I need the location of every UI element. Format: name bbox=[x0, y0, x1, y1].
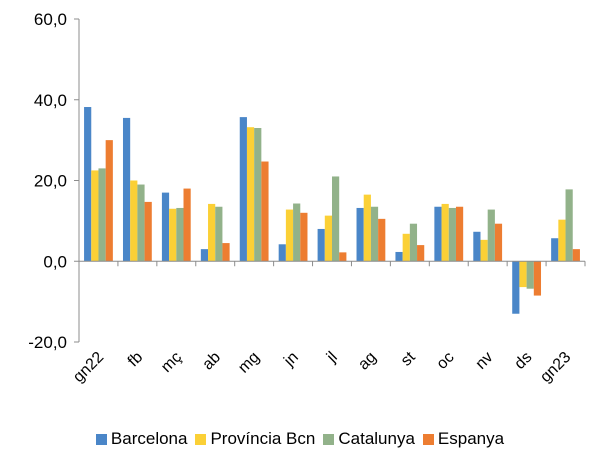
bar bbox=[84, 107, 92, 262]
bar bbox=[317, 228, 325, 262]
legend: Barcelona Província Bcn Catalunya Espanya bbox=[0, 426, 600, 452]
x-tick-label: nv bbox=[473, 349, 497, 373]
x-tick-label: st bbox=[398, 348, 419, 369]
legend-swatch bbox=[195, 433, 207, 445]
legend-label: Barcelona bbox=[110, 429, 188, 448]
y-tick-label: 60,0 bbox=[34, 10, 67, 29]
bar bbox=[370, 206, 379, 262]
bar bbox=[512, 261, 520, 314]
y-tick-label: 0,0 bbox=[43, 252, 67, 271]
legend-item: Catalunya bbox=[323, 429, 415, 449]
legend-swatch bbox=[323, 433, 335, 445]
legend-label: Província Bcn bbox=[210, 429, 316, 448]
legend-label: Catalunya bbox=[338, 429, 415, 448]
bar bbox=[356, 207, 364, 262]
bar bbox=[254, 128, 262, 262]
bar bbox=[222, 243, 230, 262]
bar bbox=[169, 208, 177, 262]
bar bbox=[300, 212, 308, 262]
bar bbox=[278, 244, 286, 262]
bar bbox=[324, 215, 332, 262]
bar bbox=[339, 252, 347, 262]
x-tick-label: jl bbox=[323, 349, 341, 367]
y-axis: 60,0 40,0 20,0 0,0 -20,0 bbox=[28, 10, 80, 352]
x-tick-label: fb bbox=[125, 349, 147, 371]
x-tick-label: ds bbox=[511, 349, 535, 373]
bar bbox=[91, 170, 99, 262]
bar bbox=[98, 168, 106, 262]
bar bbox=[363, 194, 371, 262]
x-tick-label: jn bbox=[280, 349, 302, 371]
bar bbox=[434, 206, 442, 262]
bar bbox=[473, 231, 481, 262]
x-tick-label: gn23 bbox=[537, 349, 574, 386]
legend-item: Espanya bbox=[422, 429, 505, 449]
bar bbox=[533, 261, 542, 296]
bar bbox=[519, 261, 527, 288]
bar bbox=[183, 188, 191, 262]
bar bbox=[402, 233, 410, 262]
bar bbox=[293, 203, 301, 262]
bar bbox=[261, 161, 269, 262]
bar bbox=[122, 117, 131, 262]
bar bbox=[200, 249, 209, 262]
bar-chart: 60,0 40,0 20,0 0,0 -20,0 gn22 fb mç ab mg jn jl ag s… bbox=[28, 10, 586, 386]
bar bbox=[551, 238, 559, 262]
bar bbox=[395, 251, 403, 262]
bar bbox=[487, 209, 495, 262]
bar bbox=[565, 189, 573, 262]
bar bbox=[558, 219, 566, 262]
legend-item: Província Bcn bbox=[195, 429, 315, 449]
y-tick-label: 40,0 bbox=[34, 91, 67, 110]
legend-swatch bbox=[422, 433, 434, 445]
bar bbox=[161, 192, 170, 262]
x-tick-label: ab bbox=[199, 349, 224, 374]
x-tick-label: gn22 bbox=[70, 349, 107, 386]
bar bbox=[572, 249, 580, 262]
bar bbox=[215, 206, 223, 262]
legend-swatch bbox=[95, 433, 107, 445]
bar bbox=[441, 203, 449, 262]
bars bbox=[84, 107, 580, 314]
bar bbox=[239, 117, 247, 262]
bar bbox=[417, 245, 425, 262]
x-axis: gn22 fb mç ab mg jn jl ag st oc nv ds gn23 bbox=[70, 260, 586, 386]
bar bbox=[480, 239, 488, 262]
y-tick-label: 20,0 bbox=[34, 172, 67, 191]
bar bbox=[130, 180, 138, 262]
x-tick-label: oc bbox=[434, 349, 458, 373]
bar bbox=[378, 218, 386, 262]
bar bbox=[455, 206, 464, 262]
bar bbox=[208, 203, 216, 262]
y-tick-label: -20,0 bbox=[28, 333, 67, 352]
x-tick-label: mç bbox=[158, 349, 185, 376]
bar bbox=[409, 223, 418, 262]
bar bbox=[494, 223, 503, 262]
legend-item: Barcelona bbox=[95, 429, 188, 449]
bar bbox=[246, 127, 255, 262]
bar bbox=[332, 176, 340, 262]
bar bbox=[285, 209, 294, 262]
bar bbox=[105, 140, 113, 262]
bar bbox=[176, 207, 184, 262]
bar bbox=[448, 207, 456, 262]
bar bbox=[144, 201, 152, 262]
legend-label: Espanya bbox=[437, 429, 505, 448]
x-tick-label: ag bbox=[355, 349, 380, 374]
x-tick-label: mg bbox=[235, 349, 263, 377]
bar bbox=[137, 184, 145, 262]
bar bbox=[526, 261, 534, 289]
